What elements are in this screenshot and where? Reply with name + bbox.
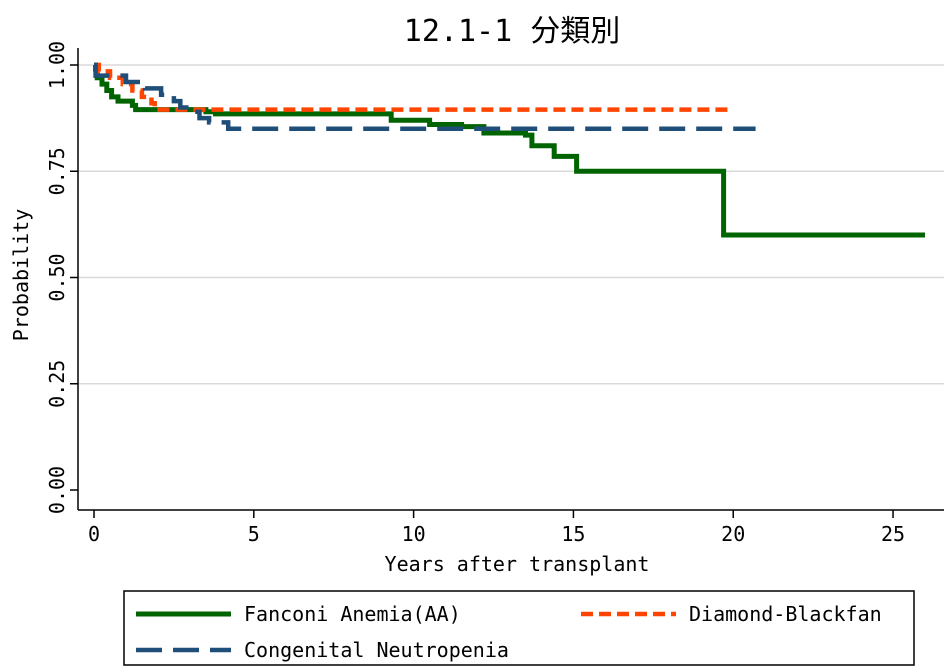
y-axis-label: Probability [9, 209, 33, 341]
series-line [93, 62, 925, 238]
y-axis-ticks: 0.00 0.25 0.50 0.75 1.00 [45, 41, 78, 514]
survival-curves [93, 62, 925, 238]
x-tick-label: 15 [561, 522, 585, 546]
x-axis-label: Years after transplant [385, 552, 650, 576]
axes [77, 48, 944, 511]
x-tick-label: 10 [402, 522, 426, 546]
x-tick-label: 25 [881, 522, 905, 546]
y-tick-label: 0.25 [45, 360, 69, 408]
grid-lines [78, 64, 944, 385]
legend-label: Diamond-Blackfan [689, 602, 882, 626]
x-tick-label: 20 [721, 522, 745, 546]
y-tick-label: 0.50 [45, 253, 69, 301]
y-tick-label: 0.75 [45, 147, 69, 195]
plot-area [78, 48, 944, 510]
legend-label: Fanconi Anemia(AA) [244, 602, 461, 626]
y-tick-label: 0.00 [45, 466, 69, 514]
x-axis-ticks: 0 5 10 15 20 25 [88, 510, 905, 546]
y-tick-label: 1.00 [45, 41, 69, 89]
legend-label: Congenital Neutropenia [244, 638, 509, 662]
chart-title: 12.1-1 分類別 [404, 14, 620, 49]
x-tick-label: 0 [88, 522, 100, 546]
legend-box [123, 590, 915, 666]
legend: Fanconi Anemia(AA) Diamond-Blackfan Congen… [123, 590, 915, 666]
x-tick-label: 5 [248, 522, 260, 546]
series-line [94, 62, 730, 112]
series-line [93, 62, 756, 132]
